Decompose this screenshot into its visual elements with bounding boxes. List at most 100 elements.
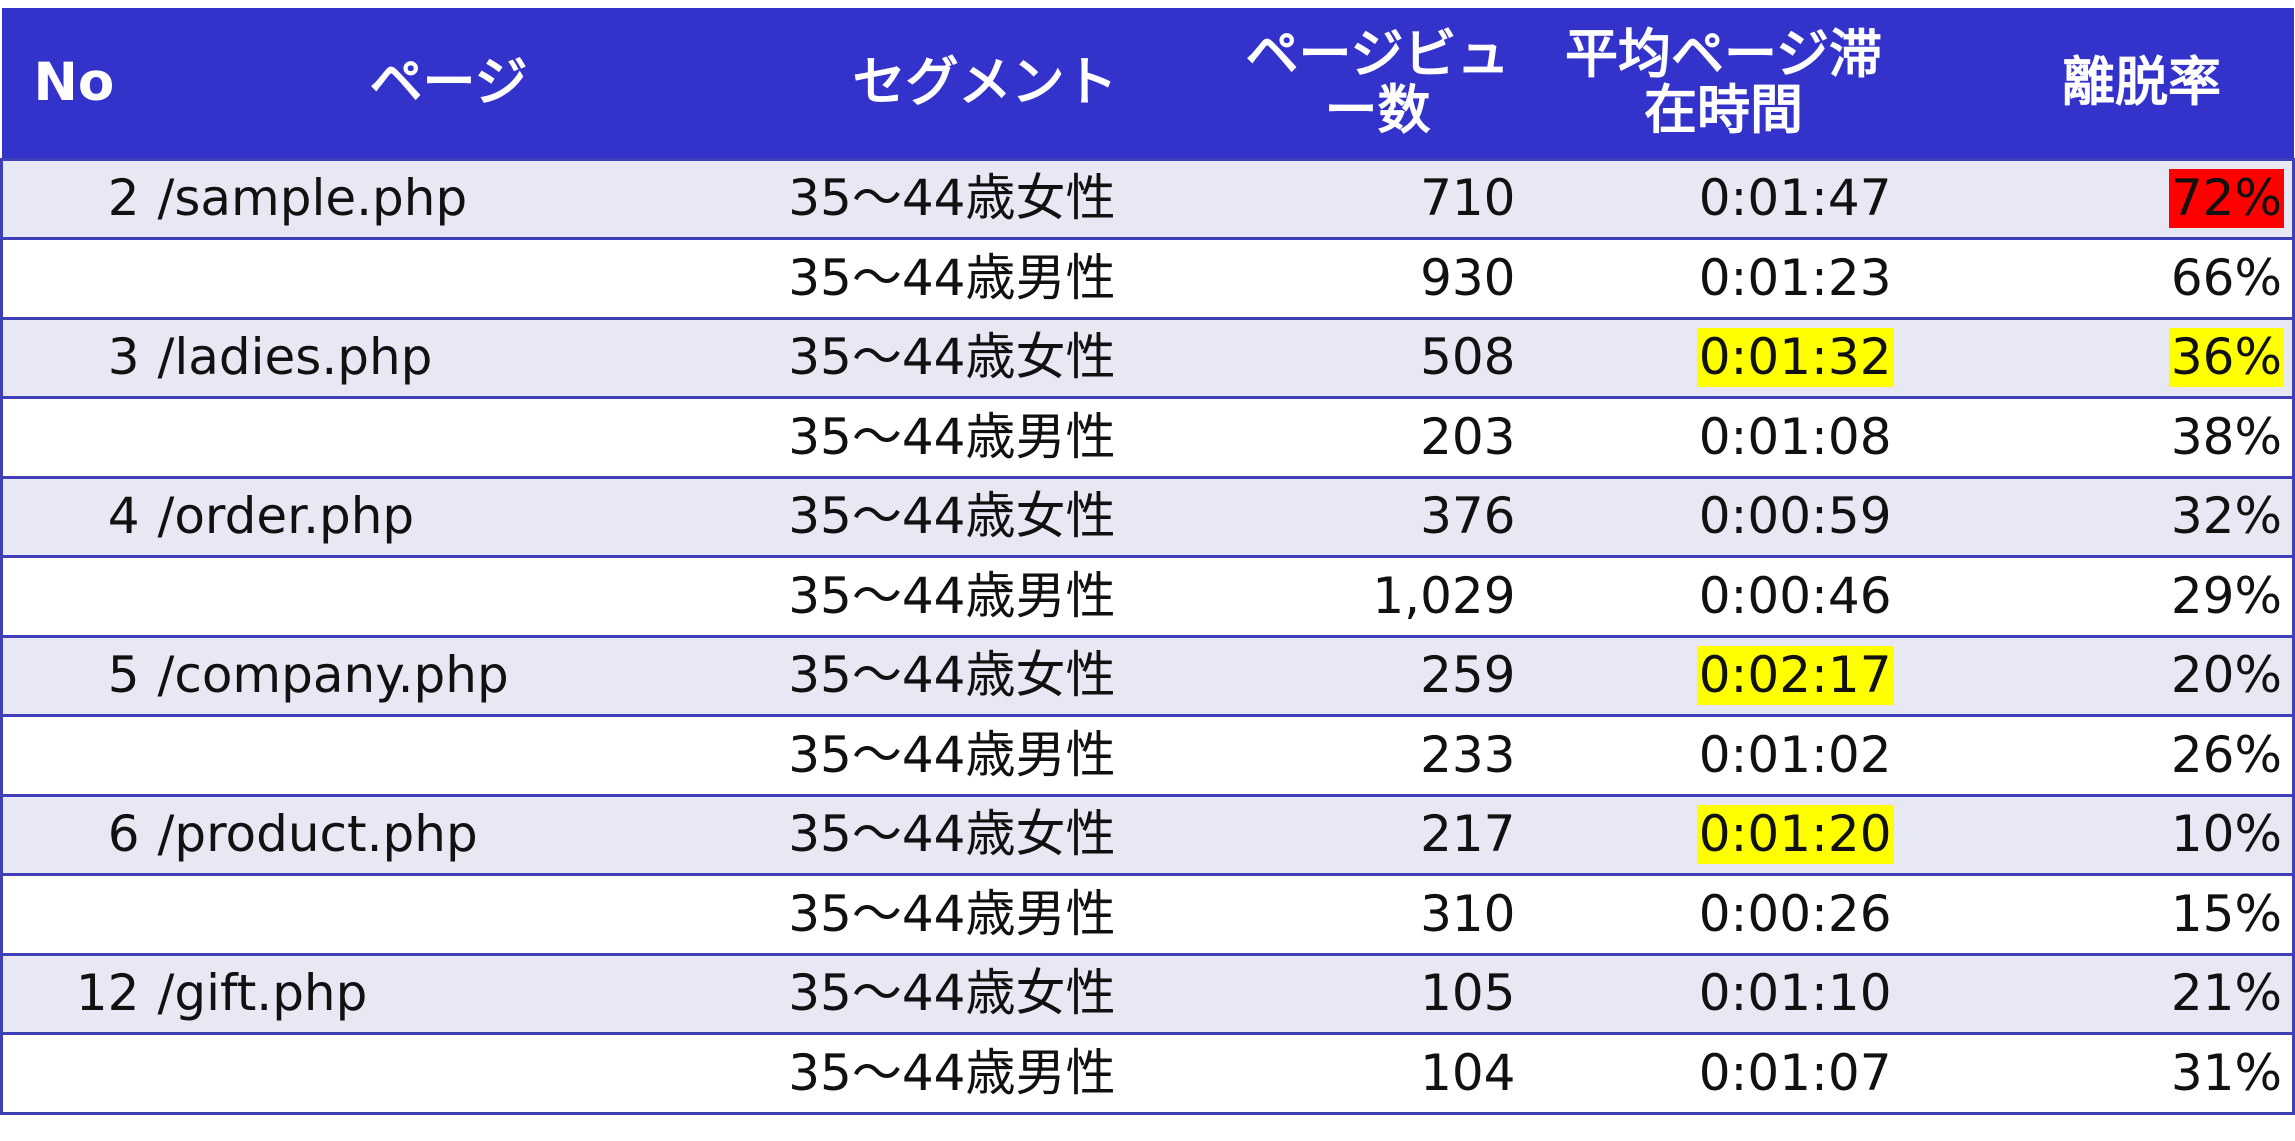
cell-pageviews: 203 bbox=[1117, 396, 1518, 477]
cell-page bbox=[141, 555, 630, 636]
cell-pageviews-value: 376 bbox=[1420, 487, 1516, 546]
cell-pageviews: 930 bbox=[1117, 237, 1518, 318]
table-row: 35～44歳男性 310 0:00:26 15% bbox=[0, 873, 2295, 954]
cell-segment-value: 35～44歳女性 bbox=[788, 169, 1116, 228]
table-row: 2/sample.php 35～44歳女性 710 0:01:47 72% bbox=[0, 157, 2295, 239]
cell-bounce-rate-value: 32% bbox=[2170, 487, 2282, 546]
cell-avg-time-value: 0:01:32 bbox=[1696, 328, 1894, 388]
cell-bounce-rate-value: 26% bbox=[2170, 725, 2282, 784]
cell-avg-time-value: 0:00:59 bbox=[1698, 487, 1892, 546]
cell-bounce-rate: 66% bbox=[1893, 237, 2295, 318]
cell-bounce-rate-value: 31% bbox=[2170, 1043, 2282, 1102]
cell-avg-time-value: 0:00:26 bbox=[1698, 884, 1892, 943]
cell-page-value bbox=[156, 450, 160, 454]
cell-pageviews: 233 bbox=[1117, 714, 1518, 795]
cell-no bbox=[0, 555, 142, 636]
cell-no-value bbox=[138, 768, 142, 772]
cell-bounce-rate-value: 20% bbox=[2170, 646, 2282, 705]
cell-bounce-rate-value: 15% bbox=[2170, 884, 2282, 943]
cell-no bbox=[0, 873, 142, 954]
cell-no: 3 bbox=[0, 316, 142, 398]
cell-segment: 35～44歳女性 bbox=[629, 793, 1118, 875]
cell-no-value: 4 bbox=[107, 487, 140, 546]
cell-pageviews-value: 930 bbox=[1420, 248, 1516, 307]
table-row: 6/product.php 35～44歳女性 217 0:01:20 10% bbox=[0, 793, 2295, 875]
cell-bounce-rate: 29% bbox=[1893, 555, 2295, 636]
cell-segment-value: 35～44歳女性 bbox=[788, 646, 1116, 705]
cell-bounce-rate: 32% bbox=[1893, 475, 2295, 557]
cell-bounce-rate: 36% bbox=[1893, 316, 2295, 398]
cell-segment: 35～44歳女性 bbox=[629, 475, 1118, 557]
cell-no-value bbox=[138, 927, 142, 931]
table-row: 3/ladies.php 35～44歳女性 508 0:01:32 36% bbox=[0, 316, 2295, 398]
header-pageviews-line2: ー数 bbox=[1324, 79, 1431, 141]
cell-page-value bbox=[156, 609, 160, 613]
cell-bounce-rate-value: 10% bbox=[2170, 805, 2282, 864]
cell-segment: 35～44歳男性 bbox=[629, 1032, 1118, 1115]
cell-bounce-rate: 15% bbox=[1893, 873, 2295, 954]
header-pageviews-line1: ページビュ bbox=[1245, 24, 1510, 86]
header-avg-time: 平均ページ滞 在時間 bbox=[1517, 8, 1894, 159]
cell-page-value: /sample.php bbox=[157, 169, 468, 228]
cell-no-value: 12 bbox=[75, 964, 140, 1023]
cell-segment-value: 35～44歳男性 bbox=[788, 407, 1116, 466]
cell-pageviews-value: 259 bbox=[1420, 646, 1516, 705]
cell-avg-time: 0:01:08 bbox=[1517, 396, 1894, 477]
cell-pageviews: 310 bbox=[1117, 873, 1518, 954]
cell-no bbox=[0, 1032, 142, 1115]
table-row: 12/gift.php 35～44歳女性 105 0:01:10 21% bbox=[0, 952, 2295, 1034]
cell-segment: 35～44歳女性 bbox=[629, 316, 1118, 398]
cell-segment-value: 35～44歳男性 bbox=[788, 566, 1116, 625]
header-segment: セグメント bbox=[629, 8, 1118, 159]
cell-no-value bbox=[138, 450, 142, 454]
cell-bounce-rate-value: 38% bbox=[2170, 407, 2282, 466]
cell-no: 12 bbox=[0, 952, 142, 1034]
cell-pageviews: 710 bbox=[1117, 157, 1518, 239]
cell-pageviews-value: 217 bbox=[1420, 805, 1516, 864]
cell-avg-time: 0:00:59 bbox=[1517, 475, 1894, 557]
cell-pageviews: 376 bbox=[1117, 475, 1518, 557]
cell-avg-time-value: 0:02:17 bbox=[1696, 646, 1894, 706]
cell-avg-time: 0:01:10 bbox=[1517, 952, 1894, 1034]
cell-pageviews-value: 203 bbox=[1420, 407, 1516, 466]
cell-bounce-rate-value: 21% bbox=[2170, 964, 2282, 1023]
cell-no-value bbox=[138, 1086, 142, 1090]
cell-bounce-rate-value: 36% bbox=[2168, 328, 2284, 388]
cell-avg-time: 0:01:20 bbox=[1517, 793, 1894, 875]
cell-pageviews-value: 1,029 bbox=[1372, 566, 1516, 625]
cell-pageviews-value: 105 bbox=[1420, 964, 1516, 1023]
cell-page-value bbox=[156, 768, 160, 772]
cell-no-value: 5 bbox=[107, 646, 140, 705]
cell-segment: 35～44歳男性 bbox=[629, 396, 1118, 477]
cell-page-value bbox=[156, 1086, 160, 1090]
cell-page: /order.php bbox=[141, 475, 630, 557]
cell-bounce-rate: 21% bbox=[1893, 952, 2295, 1034]
table-row: 35～44歳男性 1,029 0:00:46 29% bbox=[0, 555, 2295, 636]
cell-page: /product.php bbox=[141, 793, 630, 875]
cell-no-value bbox=[138, 609, 142, 613]
cell-avg-time: 0:00:26 bbox=[1517, 873, 1894, 954]
cell-segment-value: 35～44歳女性 bbox=[788, 805, 1116, 864]
cell-pageviews: 259 bbox=[1117, 634, 1518, 716]
cell-avg-time: 0:01:07 bbox=[1517, 1032, 1894, 1115]
cell-no-value: 2 bbox=[107, 169, 140, 228]
cell-avg-time-value: 0:01:07 bbox=[1698, 1043, 1892, 1102]
cell-page-value: /company.php bbox=[157, 646, 509, 705]
header-avg-time-line2: 在時間 bbox=[1644, 79, 1803, 141]
cell-no-value: 3 bbox=[107, 328, 140, 387]
cell-segment: 35～44歳男性 bbox=[629, 873, 1118, 954]
cell-avg-time-value: 0:01:08 bbox=[1698, 407, 1892, 466]
cell-segment-value: 35～44歳男性 bbox=[788, 725, 1116, 784]
cell-no bbox=[0, 396, 142, 477]
cell-segment: 35～44歳男性 bbox=[629, 555, 1118, 636]
cell-avg-time: 0:00:46 bbox=[1517, 555, 1894, 636]
cell-avg-time-value: 0:01:23 bbox=[1698, 248, 1892, 307]
cell-page-value: /ladies.php bbox=[157, 328, 433, 387]
cell-bounce-rate: 31% bbox=[1893, 1032, 2295, 1115]
cell-pageviews: 104 bbox=[1117, 1032, 1518, 1115]
cell-segment-value: 35～44歳男性 bbox=[788, 1043, 1116, 1102]
cell-pageviews-value: 710 bbox=[1420, 169, 1516, 228]
header-no: No bbox=[1, 8, 142, 159]
cell-segment-value: 35～44歳男性 bbox=[788, 248, 1116, 307]
cell-avg-time-value: 0:01:20 bbox=[1696, 805, 1894, 865]
